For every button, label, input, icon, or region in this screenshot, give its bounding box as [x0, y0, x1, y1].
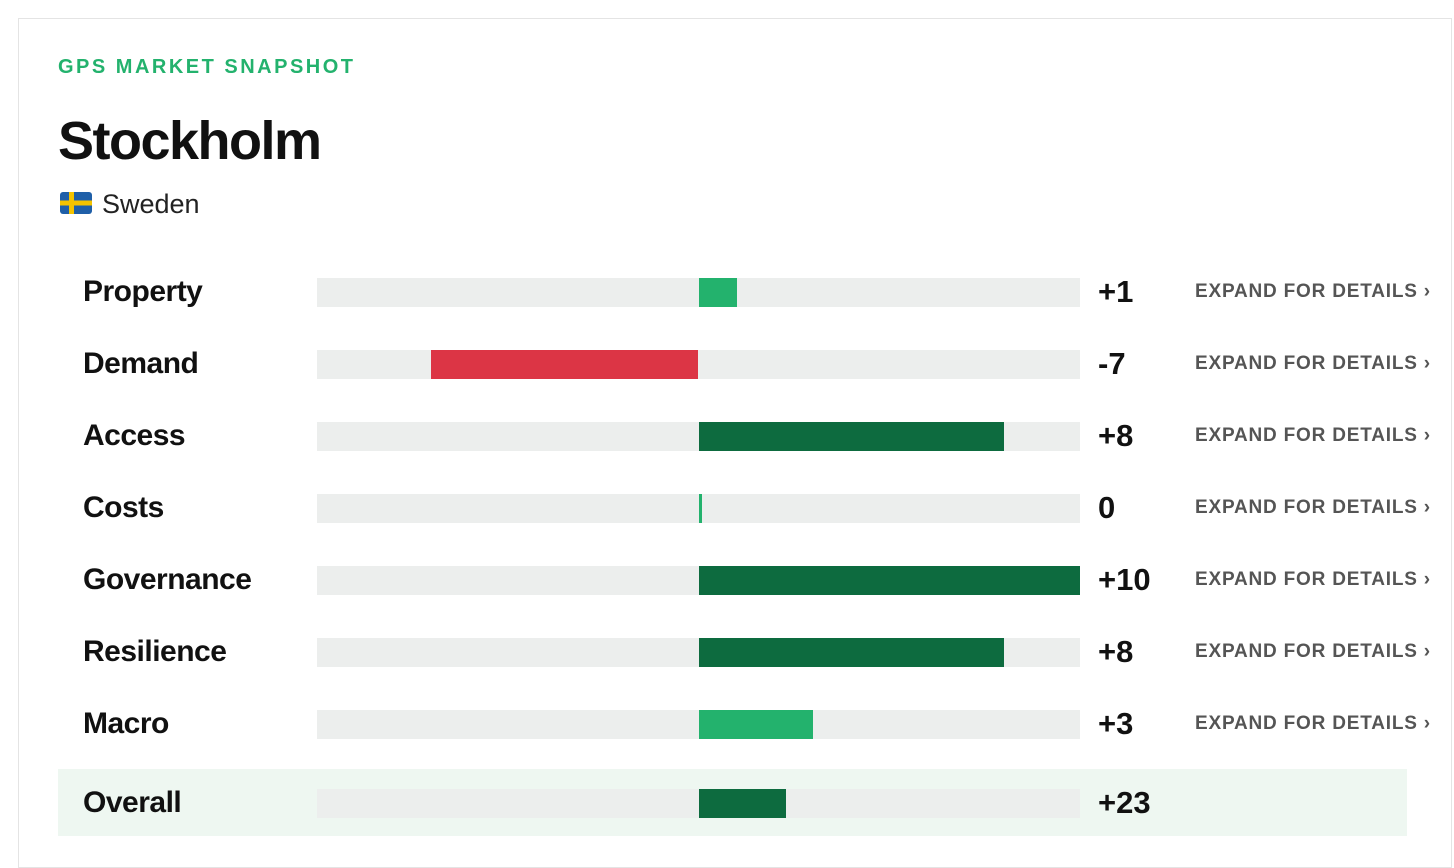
expand-link[interactable]: EXPAND FOR DETAILS ›: [1195, 569, 1431, 590]
value-label: 0: [1098, 490, 1116, 525]
country: Sweden: [102, 189, 200, 219]
expand-link[interactable]: EXPAND FOR DETAILS ›: [1195, 425, 1431, 446]
row-label: Overall: [83, 786, 182, 819]
expand-link[interactable]: EXPAND FOR DETAILS ›: [1195, 281, 1431, 302]
bar: [698, 565, 1080, 595]
row-label: Macro: [83, 707, 169, 740]
bar: [698, 709, 813, 739]
bar: [698, 637, 1004, 667]
value-label: +1: [1098, 274, 1134, 309]
flag: [60, 192, 92, 214]
row-label: Demand: [83, 347, 199, 380]
expand-link[interactable]: EXPAND FOR DETAILS ›: [1195, 713, 1431, 734]
bar: [698, 788, 787, 818]
bar: [698, 493, 702, 523]
value-label: +3: [1098, 706, 1134, 741]
bar: [431, 349, 699, 379]
row-label: Property: [83, 275, 203, 308]
row-label: Costs: [83, 491, 164, 524]
city-title: Stockholm: [58, 111, 322, 171]
value-label: +8: [1098, 634, 1134, 669]
expand-link[interactable]: EXPAND FOR DETAILS ›: [1195, 497, 1431, 518]
expand-link[interactable]: EXPAND FOR DETAILS ›: [1195, 641, 1431, 662]
eyebrow: GPS MARKET SNAPSHOT: [58, 56, 356, 78]
bar: [698, 421, 1004, 451]
bar: [698, 277, 737, 307]
value-label: +8: [1098, 418, 1134, 453]
row-label: Governance: [83, 563, 252, 596]
value-label: +10: [1098, 562, 1151, 597]
expand-link[interactable]: EXPAND FOR DETAILS ›: [1195, 353, 1431, 374]
value-label: -7: [1098, 346, 1126, 381]
row-label: Resilience: [83, 635, 227, 668]
row-label: Access: [83, 419, 186, 452]
value-label: +23: [1098, 785, 1151, 820]
